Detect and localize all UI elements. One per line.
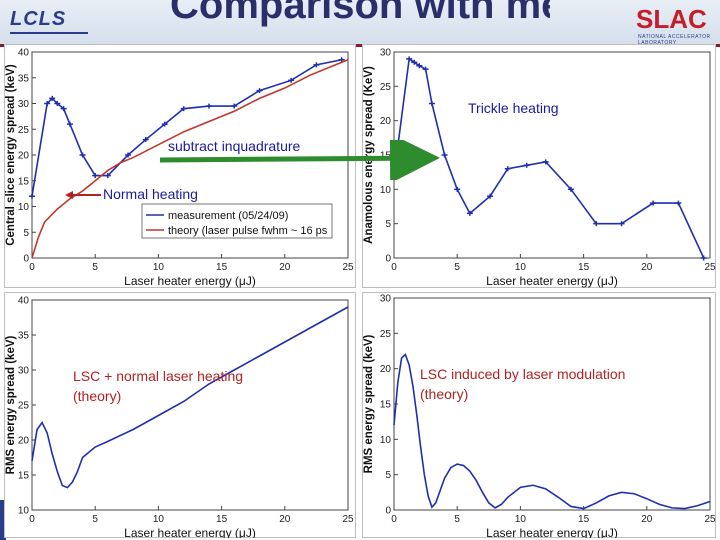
legend-entry: theory (laser pulse fwhm ~ 16 ps [168,225,328,237]
x-tick-label: 25 [342,262,354,273]
lsc-normal-annotation: LSC + normal laser heating (theory) [73,368,244,404]
y-tick-label: 30 [380,294,392,305]
y-tick-label: 20 [380,116,392,127]
y-tick-label: 35 [18,331,30,342]
green-arrow-line [159,140,440,180]
x-axis-label: Laser heater energy (μJ) [486,526,618,538]
y-tick-label: 35 [18,73,30,84]
y-tick-label: 10 [18,202,30,213]
slac-logo: SLAC [636,4,707,34]
x-tick-label: 10 [515,262,527,273]
lcls-logo: LCLS [10,8,67,30]
y-axis-label: Anamolous energy spread (KeV) [363,66,375,244]
y-tick-label: 10 [380,435,392,446]
x-tick-label: 0 [29,262,35,273]
x-tick-label: 10 [153,262,165,273]
x-axis-label: Laser heater energy (μJ) [124,274,256,288]
x-tick-label: 5 [454,514,460,525]
x-tick-label: 20 [279,514,291,525]
x-tick-label: 0 [29,514,35,525]
y-tick-label: 30 [18,99,30,110]
y-tick-label: 30 [18,366,30,377]
x-tick-label: 15 [578,262,590,273]
header-accent-line [0,44,720,47]
y-tick-label: 25 [18,125,30,136]
y-tick-label: 25 [380,329,392,340]
normal-heating-arrow [65,191,101,199]
legend-box [141,203,333,239]
x-tick-label: 15 [216,262,228,273]
subtract-annotation: subtract inquadrature [168,138,301,154]
normal-heating-annotation: Normal heating [103,186,198,202]
lsc-induced-annotation: LSC induced by laser modulation (theory) [420,366,626,402]
x-axis-label: Laser heater energy (μJ) [124,526,256,538]
header-band [0,0,720,44]
y-tick-label: 0 [385,506,391,517]
chart-frame [4,44,356,288]
y-tick-label: 5 [385,219,391,230]
y-tick-label: 10 [18,506,30,517]
y-tick-label: 5 [385,470,391,481]
x-tick-label: 0 [391,514,397,525]
chart-frame [362,292,716,538]
x-tick-label: 15 [216,514,228,525]
y-tick-label: 20 [18,436,30,447]
y-axis-label: RMS energy spread (keV) [5,335,17,474]
series-line [31,58,349,259]
slide-header: Comparison with measurements LCLS SLAC N… [0,0,720,47]
x-tick-label: 20 [279,262,291,273]
chart-bottom-left: 0 5 10 15 20 25 10 15 20 25 30 35 40 Laser heater ene… [4,292,356,538]
y-tick-label: 20 [380,364,392,375]
y-tick-label: 5 [23,228,29,239]
x-tick-label: 10 [515,514,527,525]
series-line [393,353,711,510]
y-tick-label: 40 [18,48,30,59]
y-tick-label: 0 [385,254,391,265]
chart-frame [4,292,356,538]
chart-top-left: 0 5 10 15 20 25 0 5 10 15 20 25 30 35 40 Laser heater e… [4,44,356,288]
legend-entry: measurement (05/24/09) [168,210,288,222]
x-tick-label: 25 [704,262,716,273]
green-arrow [159,140,440,180]
x-tick-label: 5 [92,262,98,273]
y-tick-label: 20 [18,151,30,162]
x-axis-label: Laser heater energy (μJ) [486,274,618,288]
x-tick-label: 5 [92,514,98,525]
y-tick-label: 25 [380,82,392,93]
x-tick-label: 10 [153,514,165,525]
y-tick-label: 10 [380,185,392,196]
y-axis-label: RMS energy spread (keV) [363,334,375,473]
y-tick-label: 0 [23,254,29,265]
x-tick-label: 5 [454,262,460,273]
lcls-logo-underline [10,32,88,34]
sidebar-strip [0,500,6,540]
slide-title: Comparison with measurements [170,0,550,27]
x-tick-label: 20 [641,514,653,525]
y-tick-label: 40 [18,296,30,307]
x-tick-label: 15 [578,514,590,525]
y-tick-label: 25 [18,401,30,412]
trickle-heating-annotation: Trickle heating [468,100,559,116]
y-tick-label: 30 [380,48,392,59]
x-tick-label: 20 [641,262,653,273]
x-tick-label: 25 [704,514,716,525]
y-axis-label: Central slice energy spread (keV) [5,64,17,246]
series-line [31,306,349,489]
x-tick-label: 0 [391,262,397,273]
x-tick-label: 25 [342,514,354,525]
chart-bottom-right: 0 5 10 15 20 25 0 5 10 15 20 25 30 Laser heater energ… [362,292,716,538]
y-tick-label: 15 [380,400,392,411]
slac-logo-subtitle: NATIONAL ACCELERATOR LABORATORY [638,34,711,46]
y-tick-label: 15 [18,176,30,187]
y-tick-label: 15 [18,471,30,482]
